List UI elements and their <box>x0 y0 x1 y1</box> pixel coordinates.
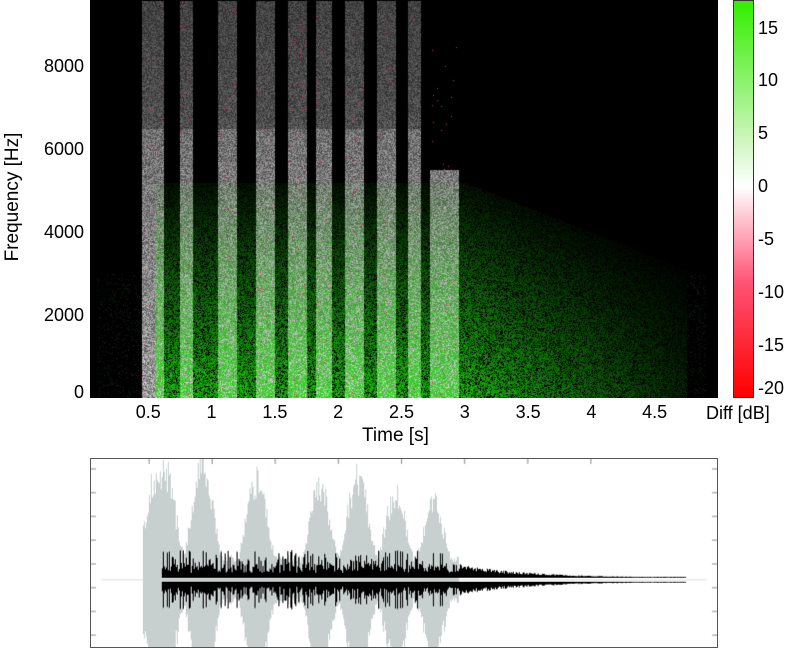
x-tick-label: 3 <box>459 402 470 422</box>
colorbar-tick-label: 0 <box>758 176 769 197</box>
waveform-plot <box>90 458 718 648</box>
colorbar-tick-label: -15 <box>758 335 785 356</box>
x-tick-label: 2.5 <box>388 402 414 422</box>
y-tick-label: 0 <box>73 382 84 402</box>
y-axis-label: Frequency [Hz] <box>2 132 23 262</box>
y-tick-label: 2000 <box>43 305 84 326</box>
spectrogram-plot <box>90 0 718 398</box>
colorbar-label: Diff [dB] <box>706 403 770 423</box>
colorbar-tick-label: 10 <box>758 70 779 91</box>
colorbar-tick-label: 5 <box>758 123 769 144</box>
x-axis-label: Time [s] <box>362 425 429 446</box>
x-tick-label: 1.5 <box>262 402 288 422</box>
colorbar-tick-label: -20 <box>758 378 785 398</box>
y-tick-label: 6000 <box>43 139 84 160</box>
x-tick-label: 3.5 <box>515 402 541 422</box>
y-tick-label: 8000 <box>43 56 84 77</box>
colorbar-tick-label: 15 <box>758 17 779 38</box>
x-tick-label: 4.5 <box>642 402 668 422</box>
colorbar-tick-label: -5 <box>758 229 775 250</box>
colorbar <box>733 0 754 398</box>
x-tick-label: 0.5 <box>135 402 161 422</box>
colorbar-tick-label: -10 <box>758 282 785 303</box>
x-tick-label: 1 <box>206 402 217 422</box>
x-tick-label: 2 <box>333 402 344 422</box>
y-tick-label: 4000 <box>43 222 84 243</box>
x-tick-label: 4 <box>586 402 597 422</box>
